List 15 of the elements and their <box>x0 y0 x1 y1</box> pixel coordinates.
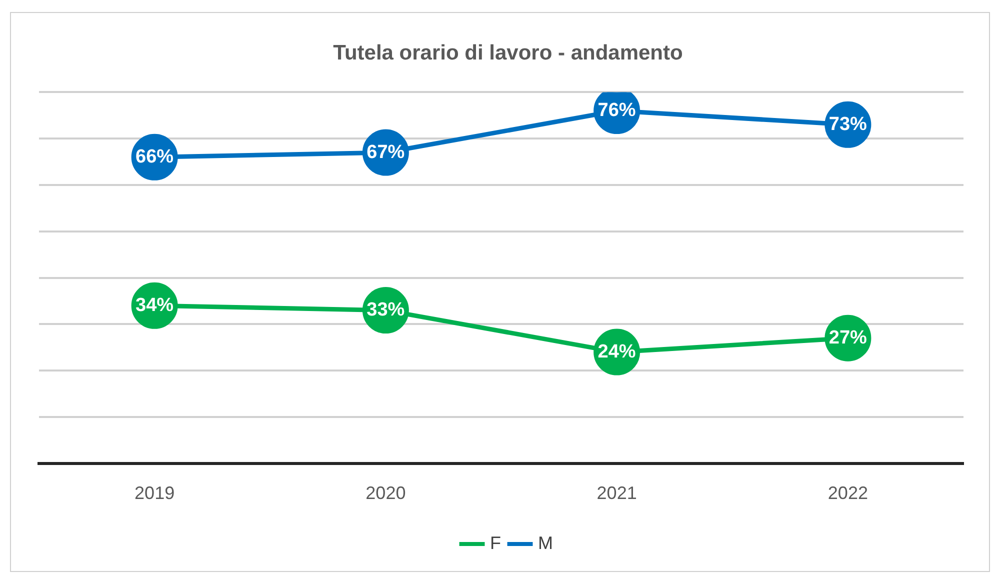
data-label: 34% <box>136 294 174 316</box>
x-tick-label: 2019 <box>134 483 175 504</box>
legend-label: M <box>538 532 553 553</box>
data-label: 66% <box>136 146 174 168</box>
legend-label: F <box>490 532 502 553</box>
x-tick-label: 2021 <box>596 483 637 504</box>
x-tick-label: 2020 <box>366 483 406 504</box>
data-label: 73% <box>828 114 868 135</box>
data-label: 24% <box>598 341 636 362</box>
data-label: 27% <box>828 327 868 348</box>
x-tick-label: 2022 <box>828 483 868 504</box>
data-label: 67% <box>366 142 405 163</box>
chart-title: Tutela orario di lavoro - andamento <box>333 41 683 64</box>
data-label: 33% <box>366 300 405 321</box>
data-label: 76% <box>598 100 636 121</box>
